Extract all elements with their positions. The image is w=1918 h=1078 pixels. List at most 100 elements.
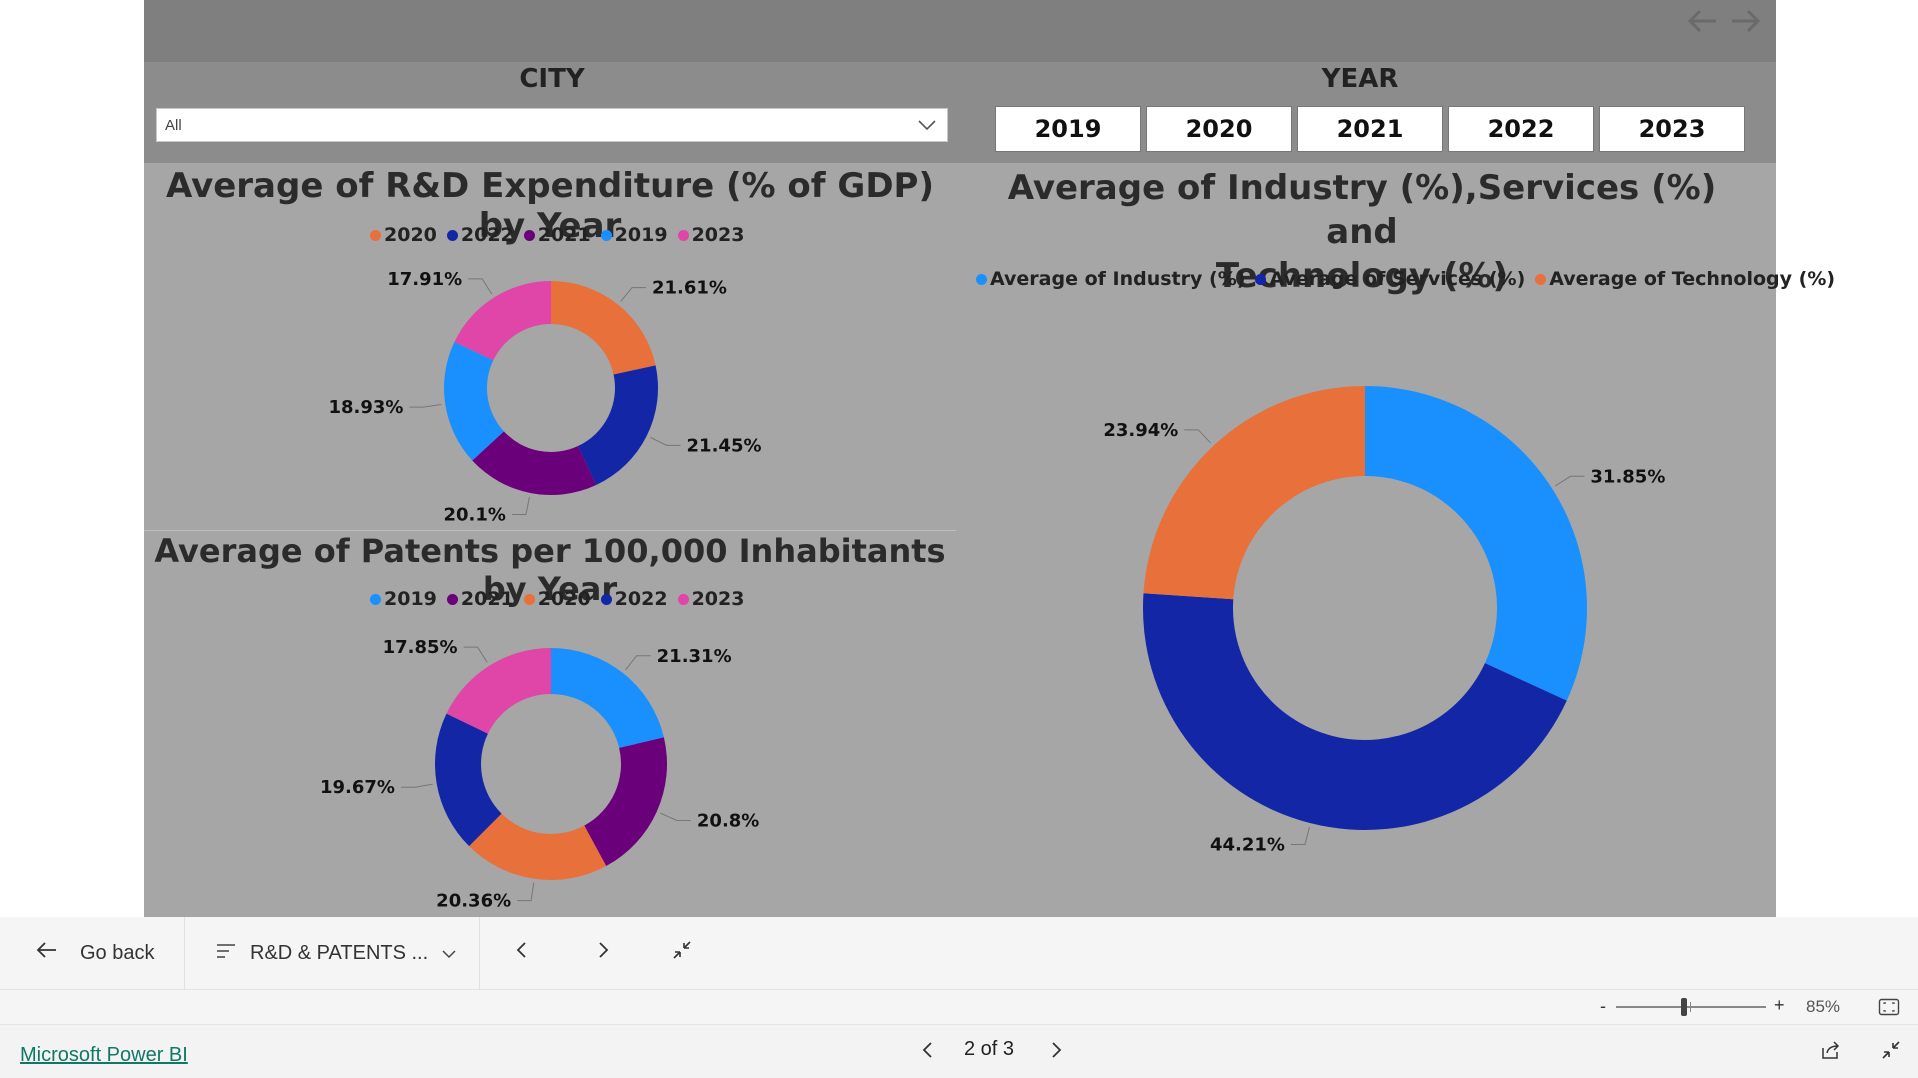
rd-data-label: 21.45%	[687, 435, 762, 456]
rd-donut-chart: 21.61% 21.45% 20.1% 18.93% 17.91%	[328, 269, 762, 526]
report-nav-arrows	[1686, 6, 1762, 36]
legend-label: Average of Technology (%)	[1549, 268, 1836, 290]
legend-dot-icon	[523, 229, 535, 241]
forward-arrow-icon[interactable]	[1728, 6, 1762, 36]
patents-data-label: 17.85%	[383, 637, 458, 658]
legend-label: 2022	[460, 224, 514, 246]
rd-leader-line	[409, 404, 442, 408]
chevron-right-icon	[593, 940, 613, 966]
patents-slice-2020[interactable]	[469, 813, 607, 880]
sectors-legend-item[interactable]: Average of Technology (%)	[1535, 268, 1835, 290]
rd-leader-line	[620, 287, 647, 302]
rd-slice-2019[interactable]	[444, 341, 504, 461]
patents-chart-title: Average of Patents per 100,000 Inhabitan…	[154, 532, 946, 608]
fit-to-page-icon[interactable]	[1878, 997, 1900, 1021]
rd-leader-line	[650, 436, 681, 446]
patents-leader-line	[625, 655, 651, 671]
rd-slice-2020[interactable]	[551, 281, 656, 375]
patents-legend-item[interactable]: 2022	[600, 588, 668, 610]
rd-slice-2022[interactable]	[578, 365, 658, 485]
zoom-slider[interactable]	[1616, 998, 1766, 1016]
page-selector-label: R&D & PATENTS ...	[250, 941, 429, 964]
year-slicer-title: YEAR	[1321, 64, 1399, 94]
year-button-2021[interactable]: 2021	[1297, 106, 1443, 152]
exit-fullscreen-button[interactable]	[671, 917, 693, 989]
arrow-left-icon	[36, 941, 58, 965]
patents-chart-legend: 2019 2021 2020 2022 2023	[370, 588, 744, 610]
sectors-chart-title-line1: Average of Industry (%),Services (%) and	[1007, 168, 1717, 252]
sectors-slice-average-of-services-[interactable]	[1143, 593, 1567, 830]
sectors-slice-average-of-technology-[interactable]	[1143, 386, 1365, 600]
legend-label: 2020	[537, 588, 591, 610]
back-arrow-icon[interactable]	[1686, 6, 1720, 36]
rd-legend-item[interactable]: 2022	[446, 224, 514, 246]
sectors-slice-average-of-industry-[interactable]	[1365, 386, 1587, 701]
next-page-footer-button[interactable]	[1046, 1040, 1066, 1064]
rd-legend-item[interactable]: 2021	[523, 224, 591, 246]
year-button-2020[interactable]: 2020	[1146, 106, 1292, 152]
power-bi-link[interactable]: Microsoft Power BI	[20, 1044, 188, 1066]
city-dropdown[interactable]: All	[156, 108, 948, 142]
footer-bar: 2 of 3	[0, 1025, 1918, 1078]
year-button-2022[interactable]: 2022	[1448, 106, 1594, 152]
rd-chart-title: Average of R&D Expenditure (% of GDP) by…	[165, 166, 935, 246]
year-button-2019[interactable]: 2019	[995, 106, 1141, 152]
patents-legend-item[interactable]: 2020	[523, 588, 591, 610]
rd-chart-legend: 2020 2022 2021 2019 2023	[370, 224, 744, 246]
patents-leader-line	[517, 882, 535, 902]
legend-label: 2023	[691, 224, 745, 246]
rd-leader-line	[468, 278, 493, 295]
zoom-out-button[interactable]: -	[1600, 996, 1606, 1016]
page-indicator: 2 of 3	[964, 1038, 1015, 1060]
legend-dot-icon	[446, 229, 458, 241]
patents-legend-item[interactable]: 2021	[446, 588, 514, 610]
rd-leader-line	[511, 496, 530, 516]
toolbar-separator	[184, 917, 185, 989]
sectors-legend-item[interactable]: Average of Industry (%)	[976, 268, 1245, 290]
patents-slice-2023[interactable]	[446, 648, 551, 734]
chevron-down-icon	[442, 942, 456, 965]
sectors-leader-line	[1184, 429, 1211, 444]
patents-data-label: 19.67%	[320, 777, 395, 798]
legend-label: 2020	[384, 224, 437, 246]
next-page-button[interactable]	[593, 917, 613, 989]
patents-slice-2021[interactable]	[584, 737, 668, 867]
go-back-label: Go back	[80, 941, 155, 964]
go-back-button[interactable]: Go back	[36, 917, 154, 989]
page-list-icon	[216, 942, 236, 965]
year-button-2023[interactable]: 2023	[1599, 106, 1745, 152]
patents-legend-item[interactable]: 2019	[370, 588, 437, 610]
rd-legend-item[interactable]: 2020	[370, 224, 437, 246]
chevron-left-icon	[512, 940, 532, 966]
patents-donut-chart: 21.31% 20.8% 20.36% 19.67% 17.85%	[320, 637, 759, 911]
minimize-icon	[671, 939, 693, 967]
legend-label: 2019	[614, 224, 668, 246]
rd-legend-item[interactable]: 2023	[677, 224, 745, 246]
rd-slice-2023[interactable]	[454, 281, 551, 361]
patents-legend-item[interactable]: 2023	[677, 588, 744, 610]
patents-slice-2022[interactable]	[435, 713, 502, 847]
sectors-donut-chart: 31.85% 44.21% 23.94%	[1103, 386, 1665, 856]
sectors-leader-line	[1290, 826, 1310, 846]
previous-page-footer-button[interactable]	[918, 1040, 938, 1064]
zoom-slider-thumb[interactable]	[1680, 998, 1687, 1016]
sectors-data-label: 23.94%	[1103, 420, 1178, 441]
rd-slice-2021[interactable]	[472, 431, 597, 495]
exit-fullscreen-icon[interactable]	[1880, 1039, 1902, 1065]
rd-legend-item[interactable]: 2019	[600, 224, 668, 246]
share-icon[interactable]	[1820, 1039, 1842, 1065]
legend-label: 2019	[384, 588, 437, 610]
patents-slice-2019[interactable]	[551, 648, 664, 748]
presentation-toolbar: Go back R&D & PATENTS ...	[0, 917, 1918, 990]
legend-dot-icon	[600, 229, 612, 241]
report-canvas: CITY All YEAR 2019 2020 2021 2022 2023 A…	[144, 0, 1835, 917]
legend-dot-icon	[370, 593, 381, 605]
legend-label: 2022	[614, 588, 668, 610]
legend-dot-icon	[370, 229, 381, 241]
sectors-legend-item[interactable]: Average of Services (%)	[1255, 268, 1525, 290]
zoom-in-button[interactable]: +	[1774, 995, 1785, 1015]
patents-data-label: 21.31%	[657, 646, 732, 667]
legend-label: 2021	[537, 224, 591, 246]
previous-page-button[interactable]	[512, 917, 532, 989]
page-selector[interactable]: R&D & PATENTS ...	[216, 917, 456, 989]
